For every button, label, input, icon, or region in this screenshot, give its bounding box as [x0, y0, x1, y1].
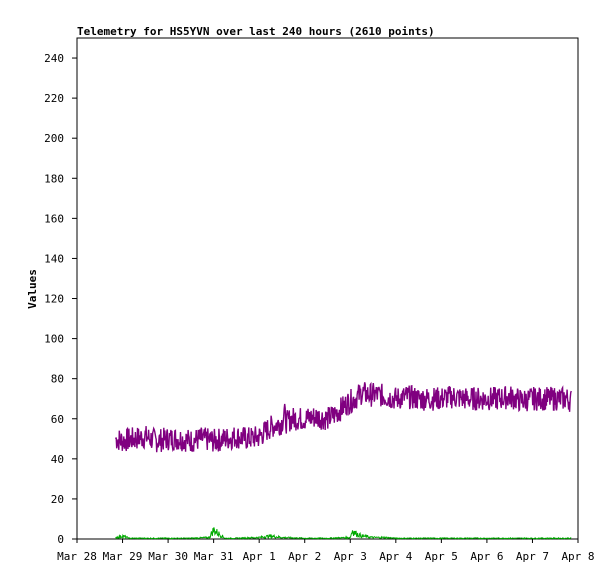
y-tick-label: 120: [44, 293, 64, 306]
x-tick-label: Apr 5: [425, 550, 458, 563]
x-tick-label: Mar 28: [57, 550, 97, 563]
y-tick-label: 40: [51, 453, 64, 466]
y-tick-label: 0: [57, 533, 64, 546]
x-tick-label: Apr 4: [379, 550, 412, 563]
x-tick-label: Mar 31: [194, 550, 234, 563]
series-line-purple: [115, 381, 572, 453]
series-layer: [115, 381, 572, 540]
y-tick-label: 200: [44, 132, 64, 145]
y-tick-label: 20: [51, 493, 64, 506]
y-tick-label: 240: [44, 52, 64, 65]
x-tick-label: Apr 8: [561, 550, 594, 563]
y-tick-label: 180: [44, 172, 64, 185]
x-tick-label: Apr 1: [243, 550, 276, 563]
x-tick-label: Apr 6: [470, 550, 503, 563]
y-tick-label: 80: [51, 373, 64, 386]
x-tick-label: Mar 29: [103, 550, 143, 563]
y-tick-label: 160: [44, 212, 64, 225]
y-axis-label: Values: [26, 269, 39, 309]
x-tick-label: Apr 3: [334, 550, 367, 563]
y-tick-label: 220: [44, 92, 64, 105]
x-tick-label: Apr 2: [288, 550, 321, 563]
y-axis: 0 20 40 60 80 100 120 140 160 180 200 220 240: [44, 52, 77, 546]
chart-title: Telemetry for HS5YVN over last 240 hours…: [77, 25, 435, 38]
series-line-green: [115, 527, 572, 540]
x-tick-label: Mar 30: [148, 550, 188, 563]
y-tick-label: 100: [44, 333, 64, 346]
y-tick-label: 60: [51, 413, 64, 426]
x-tick-label: Apr 7: [516, 550, 549, 563]
y-tick-label: 140: [44, 252, 64, 265]
x-axis: Mar 28 Mar 29 Mar 30 Mar 31 Apr 1 Apr 2 Apr 3 A…: [57, 539, 595, 563]
